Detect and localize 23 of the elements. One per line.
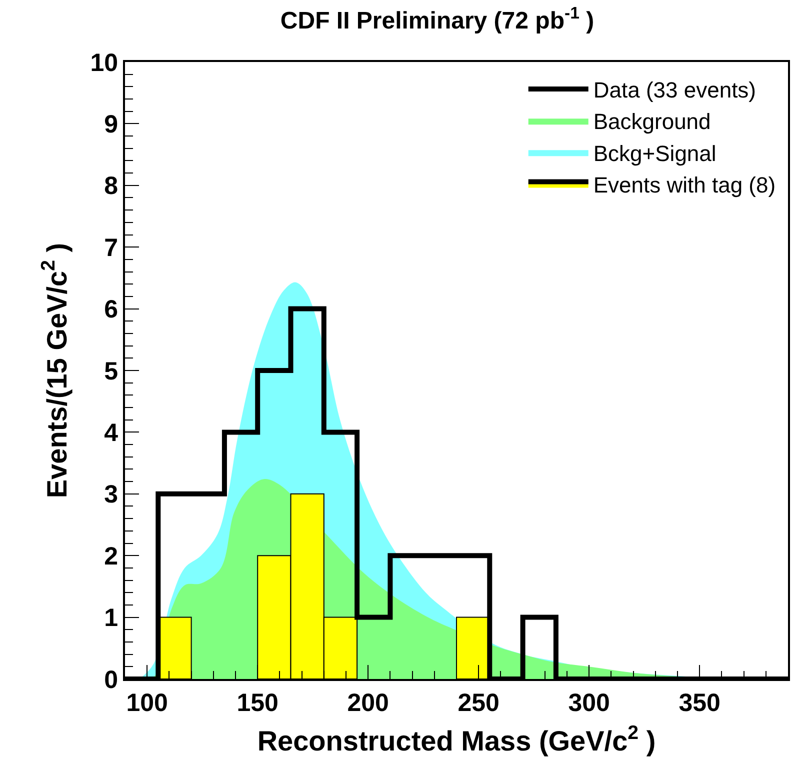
legend-label: Data (33 events) bbox=[593, 78, 756, 103]
x-tick-label: 150 bbox=[236, 689, 278, 717]
chart-title: CDF II Preliminary (72 pb$^{-1}$ ) bbox=[280, 3, 594, 34]
x-tick-label: 100 bbox=[126, 689, 168, 717]
y-tick-label: 6 bbox=[104, 296, 118, 324]
x-tick-label: 200 bbox=[347, 689, 389, 717]
y-tick-label: 7 bbox=[104, 234, 118, 262]
y-tick-label: 8 bbox=[104, 172, 118, 200]
y-tick-label: 5 bbox=[104, 357, 118, 386]
x-tick-label: 250 bbox=[458, 689, 500, 717]
y-tick-label: 3 bbox=[104, 480, 118, 509]
legend-label: Background bbox=[593, 109, 711, 134]
y-tick-label: 9 bbox=[104, 110, 118, 138]
y-tick-label: 4 bbox=[104, 418, 118, 447]
y-tick-label: 10 bbox=[90, 48, 118, 77]
x-tick-label: 350 bbox=[678, 689, 720, 717]
y-tick-label: 2 bbox=[104, 542, 118, 570]
y-tick-label: 1 bbox=[104, 604, 118, 632]
legend-label: Events with tag (8) bbox=[593, 172, 776, 198]
x-tick-label: 300 bbox=[568, 689, 610, 717]
y-tick-label: 0 bbox=[104, 666, 118, 694]
legend-label: Bckg+Signal bbox=[593, 140, 716, 166]
x-axis-title: Reconstructed Mass (GeV/c$^{2}$ ) bbox=[257, 722, 656, 757]
